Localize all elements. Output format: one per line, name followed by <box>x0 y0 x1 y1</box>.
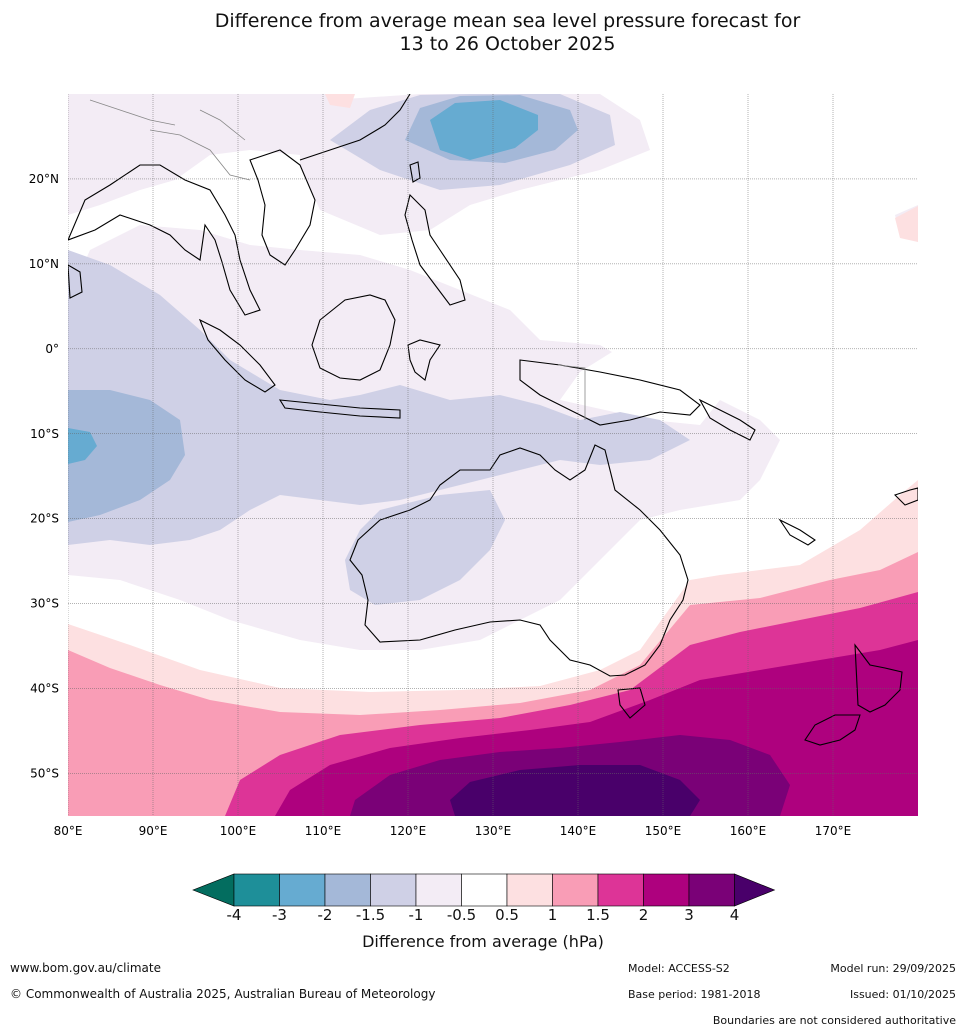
tasmania-coastline <box>617 687 646 719</box>
longitude-label: 80°E <box>54 824 83 838</box>
colorbar-tick-label: 0.5 <box>495 906 519 924</box>
model-name: Model: ACCESS-S2 <box>628 962 730 975</box>
colorbar-tick-label: 3 <box>684 906 694 924</box>
colorbar-segment <box>552 873 599 907</box>
model-run-date: Model run: 29/09/2025 <box>830 962 956 975</box>
longitude-label: 120°E <box>390 824 427 838</box>
colorbar-segment <box>597 873 644 907</box>
colorbar-tick-label: 2 <box>638 906 649 924</box>
latitude-label: 20°N <box>29 172 59 186</box>
latitude-label: 0° <box>45 342 59 356</box>
colorbar-tick-label: 1 <box>547 906 558 924</box>
solomon-islands-coastline <box>698 398 756 441</box>
colorbar-segment <box>461 873 508 907</box>
colorbar-tick-label: 1.5 <box>586 906 610 924</box>
issued-date: Issued: 01/10/2025 <box>849 988 956 1001</box>
colorbar-segment <box>279 873 326 907</box>
latitude-label: 40°S <box>30 682 59 696</box>
australia-coastline <box>349 444 689 677</box>
anomaly-region-minus-0.5 <box>68 94 340 215</box>
longitude-label: 170°E <box>815 824 852 838</box>
anomaly-region-plus-0.5 <box>325 94 355 108</box>
longitude-label: 140°E <box>560 824 597 838</box>
map-title: Difference from average mean sea level p… <box>0 10 965 56</box>
copyright-text: © Commonwealth of Australia 2025, Austra… <box>10 987 436 1001</box>
colorbar-extend-low <box>192 873 235 907</box>
base-period: Base period: 1981-2018 <box>628 988 761 1001</box>
longitude-label: 130°E <box>475 824 512 838</box>
colorbar-segment <box>370 873 417 907</box>
new-caledonia-coastline <box>778 518 816 546</box>
longitude-label: 110°E <box>305 824 342 838</box>
anomaly-region-minus-2 <box>68 428 97 464</box>
title-line-1: Difference from average mean sea level p… <box>214 10 801 32</box>
anomaly-region-plus-4 <box>450 765 700 816</box>
colorbar-tick-label: -4 <box>226 906 242 924</box>
longitude-label: 150°E <box>645 824 682 838</box>
colorbar <box>192 873 776 907</box>
colorbar-tick-label: -0.5 <box>446 906 477 924</box>
colorbar-tick-label: 4 <box>729 906 740 924</box>
longitude-label: 160°E <box>730 824 767 838</box>
java-coastline <box>278 399 401 419</box>
longitude-label: 100°E <box>220 824 257 838</box>
colorbar-segment <box>324 873 371 907</box>
colorbar-tick-label: -1 <box>408 906 424 924</box>
borneo-coastline <box>311 294 396 381</box>
latitude-label: 10°N <box>29 257 59 271</box>
colorbar-segment <box>506 873 553 907</box>
asia-coastline <box>68 94 411 316</box>
colorbar-tick-label: -2 <box>317 906 333 924</box>
colorbar-segment <box>688 873 735 907</box>
colorbar-extend-high <box>734 873 776 907</box>
title-line-2: 13 to 26 October 2025 <box>399 33 616 55</box>
colorbar-segment <box>415 873 462 907</box>
latitude-label: 50°S <box>30 767 59 781</box>
latitude-label: 10°S <box>30 427 59 441</box>
colorbar-tick-label: -1.5 <box>355 906 386 924</box>
new-zealand-coastline <box>804 643 903 746</box>
website-link[interactable]: www.bom.gov.au/climate <box>10 961 161 975</box>
longitude-labels: 80°E 90°E 100°E 110°E 120°E 130°E 140°E 150°E 16… <box>54 824 852 838</box>
philippines-coastline <box>404 193 466 306</box>
fiji-coastline <box>893 487 918 506</box>
latitude-labels: 20°N 10°N 0° 10°S 20°S 30°S 40°S 50°S <box>29 172 59 781</box>
sumatra-coastline <box>198 318 276 393</box>
colorbar-tick-label: -3 <box>272 906 287 924</box>
latitude-label: 20°S <box>30 512 59 526</box>
latitude-label: 30°S <box>30 597 59 611</box>
colorbar-title: Difference from average (hPa) <box>362 932 604 951</box>
graticule <box>68 94 918 816</box>
anomaly-region-minus-1 <box>68 250 690 545</box>
sri-lanka-coastline <box>68 264 83 299</box>
country-boundaries <box>89 99 586 420</box>
sulawesi-coastline <box>407 339 441 381</box>
longitude-label: 90°E <box>139 824 168 838</box>
boundary-disclaimer: Boundaries are not considered authoritat… <box>712 1014 956 1027</box>
pressure-anomaly-field <box>68 94 918 816</box>
anomaly-region-minus-2 <box>430 100 538 160</box>
colorbar-segment <box>233 873 280 907</box>
anomaly-region-plus-0.5 <box>895 206 918 242</box>
new-guinea-coastline <box>519 359 701 426</box>
coastlines <box>68 94 918 746</box>
colorbar-segment <box>643 873 690 907</box>
anomaly-region-minus-1.5 <box>68 390 185 522</box>
taiwan-coastline <box>409 161 421 183</box>
